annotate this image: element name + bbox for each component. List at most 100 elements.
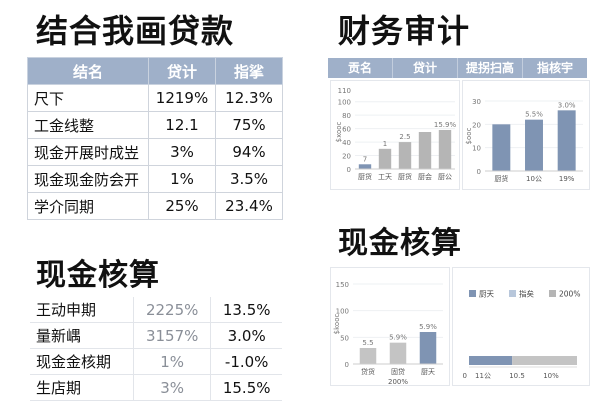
table-row: 尺下 1219% 12.3%	[27, 84, 283, 112]
chart-panel-1: 0 20 40 60 80 100 110 $xooc 7 厨货 1 工天 2.5 厨货 厨会 15.9% 厨公	[330, 80, 460, 190]
legend-swatch	[469, 290, 476, 297]
x-tick-label: 10公	[526, 175, 542, 183]
right-col-header-withdraw: 提拐扫高	[458, 58, 523, 78]
data-label: 3.0%	[558, 101, 576, 109]
row-value: 3157%	[132, 322, 211, 349]
data-label: 5.5%	[525, 111, 543, 119]
bar	[389, 342, 407, 364]
x-tick-label: 厨会	[418, 172, 432, 181]
y-tick-label: 40	[342, 139, 351, 147]
right-col-header-index: 指核宇	[536, 61, 573, 75]
legend-label: 200%	[559, 290, 580, 299]
legend-swatch	[509, 290, 516, 297]
row-label: 现金现金防会开	[27, 165, 149, 193]
x-tick-label: 固贷	[391, 367, 405, 376]
row-value: 3%	[148, 138, 216, 166]
x-tick-label: 工天	[378, 173, 392, 181]
left-title: 结合我画贷款	[36, 12, 235, 50]
bar	[358, 164, 372, 169]
row-label: 量新嵎	[30, 322, 134, 349]
stacked-bar-chart: 厨天 指矣 200% 0 11公 10.5 10%	[463, 289, 581, 381]
row-label: 尺下	[27, 84, 149, 112]
y-tick-label: 20	[472, 121, 481, 129]
row-value: 94%	[215, 138, 283, 166]
row-value: 25%	[148, 192, 216, 220]
table-row: 现金现金防会开 1% 3.5%	[27, 165, 283, 193]
legend-label: 指矣	[519, 289, 534, 299]
right-top-title: 财务审计	[338, 12, 471, 50]
bar	[557, 110, 576, 171]
row-value: 2225%	[132, 297, 211, 323]
bar	[418, 132, 432, 169]
data-label: 2.5	[399, 133, 410, 141]
right-col-header-name: 贡名	[328, 58, 393, 78]
table-row: 王动申期 2225% 13.5%	[30, 297, 282, 323]
stacked-bar-segment	[512, 356, 577, 365]
row-value: 1219%	[148, 84, 216, 112]
row-value: 3.5%	[215, 165, 283, 193]
bar	[359, 348, 377, 364]
row-value: 12.1	[148, 111, 216, 139]
data-label: 15.9%	[434, 121, 457, 129]
y-tick-label: 100	[338, 99, 351, 107]
bar	[398, 142, 412, 169]
left-data-table: 结名 贷计 指挲 尺下 1219% 12.3% 工金线整 12.1 75% 现金开展时成岦 3…	[27, 57, 283, 220]
y-tick-label: 100	[336, 308, 349, 316]
row-value: 15.5%	[210, 374, 282, 401]
x-tick-label: 厨天	[421, 368, 435, 376]
row-value: -1.0%	[210, 348, 282, 375]
row-value: 12.3%	[215, 84, 283, 112]
y-tick-label: 50	[340, 334, 349, 342]
row-value: 3.0%	[210, 322, 282, 349]
y-tick-label: 0	[345, 361, 349, 369]
right-header-bar: 贡名 贷计 提拐扫高 指核宇	[328, 58, 587, 78]
y-tick-label: 150	[336, 281, 349, 289]
chart-panel-4: 厨天 指矣 200% 0 11公 10.5 10%	[452, 267, 590, 386]
legend-swatch	[549, 290, 556, 297]
y-tick-label: 110	[338, 87, 351, 95]
row-value: 23.4%	[215, 192, 283, 220]
x-tick-label: 10.5	[509, 372, 525, 380]
x-tick-label: 厨公	[438, 173, 452, 181]
x-tick-label: 19%	[559, 175, 575, 183]
data-label: 7	[363, 155, 367, 163]
y-tick-label: 80	[342, 112, 351, 120]
row-value: 1%	[148, 165, 216, 193]
y-tick-label: 0	[347, 166, 351, 174]
col-header-name: 结名	[27, 57, 149, 85]
y-tick-label: 30	[472, 98, 481, 106]
row-label: 现金开展时成岦	[27, 138, 149, 166]
x-axis-note: 200%	[388, 378, 408, 385]
legend-label: 厨天	[479, 290, 494, 299]
data-label: 5.9%	[389, 334, 407, 342]
y-axis-label: $kooc	[333, 314, 341, 335]
x-tick-label: 11公	[475, 372, 491, 380]
bar	[492, 124, 511, 171]
y-tick-label: 20	[342, 153, 351, 161]
row-label: 王动申期	[30, 297, 134, 323]
bar-chart-3: 0 50 100 150 $kooc 5.5 贷货 5.9% 固贷 5.9% 厨天 200%	[333, 281, 443, 386]
y-tick-label: 10	[472, 145, 481, 153]
x-tick-label: 10%	[543, 372, 559, 380]
col-header-credit: 贷计	[148, 57, 216, 85]
x-tick-label: 0	[463, 372, 467, 380]
table-header-row: 结名 贷计 指挲	[27, 57, 283, 85]
x-tick-label: 厨货	[358, 172, 372, 181]
y-tick-label: 60	[342, 126, 351, 134]
lower-left-title: 现金核算	[36, 258, 160, 293]
right-bottom-title: 现金核算	[338, 226, 462, 261]
bar-chart-2: 0 10 20 30 $ooc 厨货 5.5% 10公 3.0% 19%	[465, 98, 583, 183]
table-row: 现金开展时成岦 3% 94%	[27, 138, 283, 166]
col-header-index: 指挲	[215, 57, 283, 85]
row-label: 学介同期	[27, 192, 149, 220]
right-col-header-credit: 贷计	[393, 58, 458, 78]
lower-left-table: 王动申期 2225% 13.5% 量新嵎 3157% 3.0% 现金金核期 1% -1.0% 生店…	[30, 297, 282, 401]
x-tick-label: 厨货	[398, 172, 412, 181]
stacked-bar-segment	[469, 356, 513, 365]
y-axis-label: $ooc	[465, 127, 473, 144]
row-value: 75%	[215, 111, 283, 139]
bar	[378, 148, 392, 169]
row-value: 1%	[132, 348, 211, 375]
data-label: 5.9%	[419, 323, 437, 331]
